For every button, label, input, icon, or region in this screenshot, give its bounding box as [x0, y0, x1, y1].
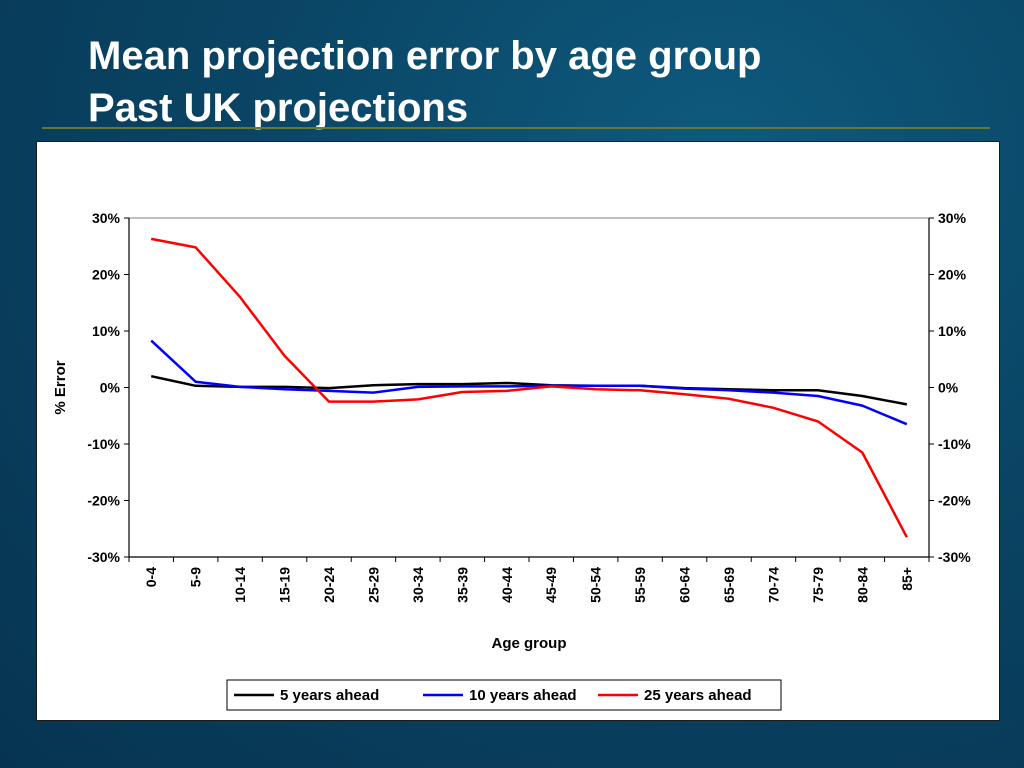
y-tick-label-right: 20% [938, 267, 967, 283]
x-tick-label: 60-64 [677, 567, 693, 603]
y-tick-label-right: 0% [938, 380, 959, 396]
x-tick-label: 80-84 [854, 567, 870, 603]
line-chart: 30% 30% 20% 20% 10% 10% 0% 0% -10% -10% -20% -20% -3… [52, 210, 971, 711]
x-tick-label: 75-79 [810, 567, 826, 603]
series-line-2 [150, 339, 908, 426]
x-tick-label: 30-34 [410, 567, 426, 603]
x-tick-label: 20-24 [321, 567, 337, 603]
x-tick-label: 40-44 [499, 567, 515, 603]
title-divider [42, 127, 990, 129]
x-tick-label: 10-14 [232, 567, 248, 603]
x-tick-label: 50-54 [588, 567, 604, 603]
slide-title-line1: Mean projection error by age group [88, 34, 762, 78]
y-tick-label-left: -10% [87, 436, 120, 452]
y-tick-label-right: -30% [938, 549, 971, 565]
y-axis-title: % Error [52, 360, 69, 414]
x-axis-title: Age group [492, 635, 567, 652]
slide-title: Mean projection error by age group Past … [88, 30, 761, 134]
y-tick-label-left: 10% [92, 323, 121, 339]
y-tick-label-left: 30% [92, 210, 121, 226]
legend-box [226, 679, 782, 711]
legend-label: 25 years ahead [644, 687, 752, 704]
y-tick-label-left: -30% [87, 549, 120, 565]
chart-panel: 30% 30% 20% 20% 10% 10% 0% 0% -10% -10% -20% -20% -3… [36, 141, 1000, 721]
y-tick-label-left: 0% [100, 380, 121, 396]
x-tick-label: 45-49 [543, 567, 559, 603]
x-tick-label: 65-69 [721, 567, 737, 603]
x-tick-label: 15-19 [277, 567, 293, 603]
x-tick-label: 70-74 [765, 567, 781, 603]
x-tick-label: 35-39 [454, 567, 470, 603]
legend-label: 5 years ahead [280, 687, 379, 704]
y-tick-label-right: 10% [938, 323, 967, 339]
y-tick-label-right: -20% [938, 493, 971, 509]
series-line-3 [150, 237, 908, 538]
x-tick-label: 5-9 [188, 567, 204, 587]
y-tick-label-right: -10% [938, 436, 971, 452]
y-tick-label-right: 30% [938, 210, 967, 226]
x-tick-label: 55-59 [632, 567, 648, 603]
x-tick-label: 85+ [899, 567, 915, 591]
y-tick-label-left: 20% [92, 267, 121, 283]
x-tick-label: 25-29 [365, 567, 381, 603]
legend-label: 10 years ahead [469, 687, 577, 704]
slide-title-line2: Past UK projections [88, 86, 469, 130]
series-line-1 [150, 374, 908, 406]
x-tick-label: 0-4 [143, 567, 159, 587]
y-tick-label-left: -20% [87, 493, 120, 509]
